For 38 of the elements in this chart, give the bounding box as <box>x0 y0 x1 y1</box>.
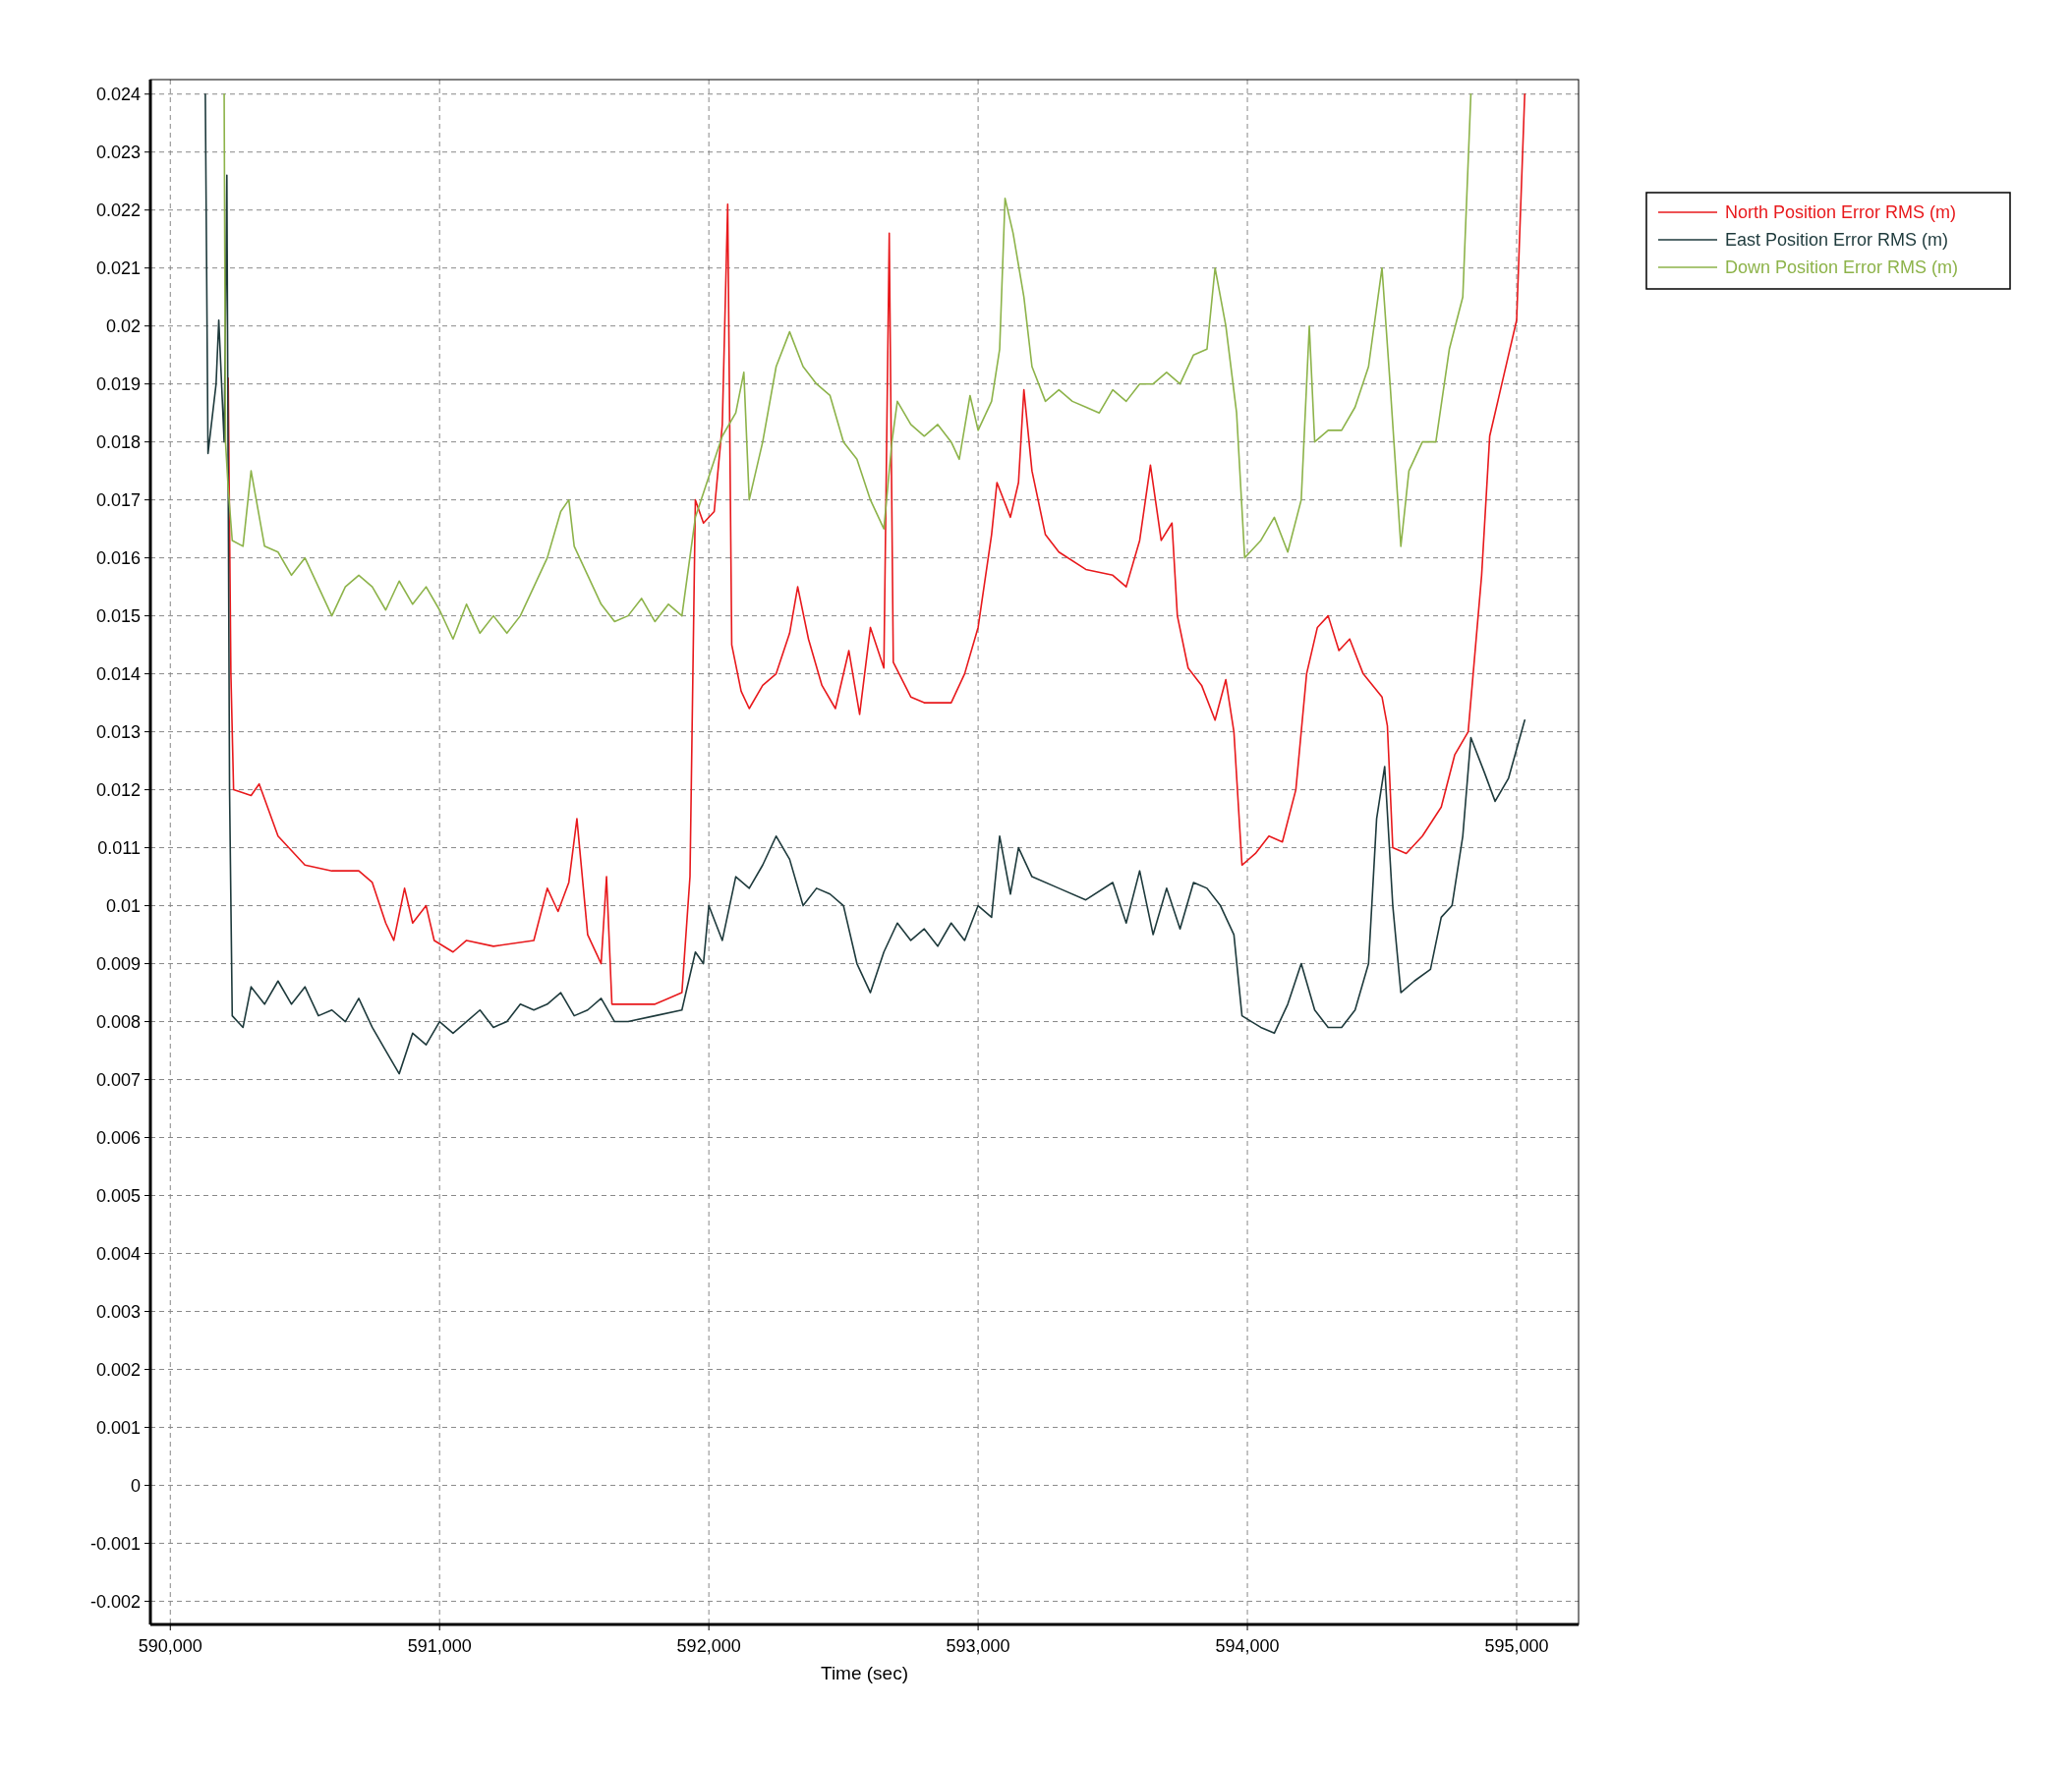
y-tick-label: 0.009 <box>95 953 141 974</box>
y-tick-label: 0.004 <box>95 1243 141 1264</box>
legend-label: North Position Error RMS (m) <box>1725 202 1957 223</box>
y-tick-label: 0.01 <box>105 895 141 916</box>
legend-label: East Position Error RMS (m) <box>1725 230 1949 251</box>
y-tick-label: 0.02 <box>105 315 141 336</box>
y-tick-label: 0.005 <box>95 1185 141 1206</box>
y-tick-label: 0.002 <box>95 1359 141 1380</box>
y-tick-label: 0.024 <box>95 85 141 105</box>
x-tick-label: 595,000 <box>1484 1636 1549 1656</box>
x-tick-label: 594,000 <box>1215 1636 1280 1656</box>
x-tick-label: 592,000 <box>676 1636 741 1656</box>
legend-label: Down Position Error RMS (m) <box>1725 257 1959 278</box>
y-tick-label: 0.016 <box>95 547 141 568</box>
y-tick-label: 0.013 <box>95 721 141 742</box>
y-tick-label: 0.017 <box>95 489 141 510</box>
y-tick-label: 0.021 <box>95 258 141 279</box>
x-axis-title: Time (sec) <box>820 1663 909 1683</box>
y-tick-label: 0.011 <box>97 837 141 858</box>
y-tick-label: 0.018 <box>95 431 141 452</box>
y-tick-label: 0.006 <box>95 1127 141 1148</box>
y-tick-label: -0.001 <box>89 1533 141 1554</box>
y-tick-label: 0.003 <box>95 1301 141 1322</box>
y-tick-label: 0.001 <box>95 1417 141 1438</box>
y-tick-label: 0 <box>130 1475 141 1496</box>
y-tick-label: 0.015 <box>95 605 141 626</box>
y-tick-label: 0.023 <box>95 142 141 163</box>
x-tick-label: 593,000 <box>946 1636 1010 1656</box>
x-tick-label: 590,000 <box>138 1636 202 1656</box>
y-tick-label: 0.007 <box>95 1069 141 1090</box>
y-tick-label: 0.022 <box>95 200 141 221</box>
y-tick-label: -0.002 <box>89 1591 141 1612</box>
y-tick-label: 0.008 <box>95 1011 141 1032</box>
y-tick-label: 0.019 <box>95 373 141 394</box>
line-series <box>223 92 1472 641</box>
y-tick-label: 0.012 <box>95 779 141 800</box>
x-tick-label: 591,000 <box>407 1636 472 1656</box>
y-tick-label: 0.014 <box>95 663 141 684</box>
